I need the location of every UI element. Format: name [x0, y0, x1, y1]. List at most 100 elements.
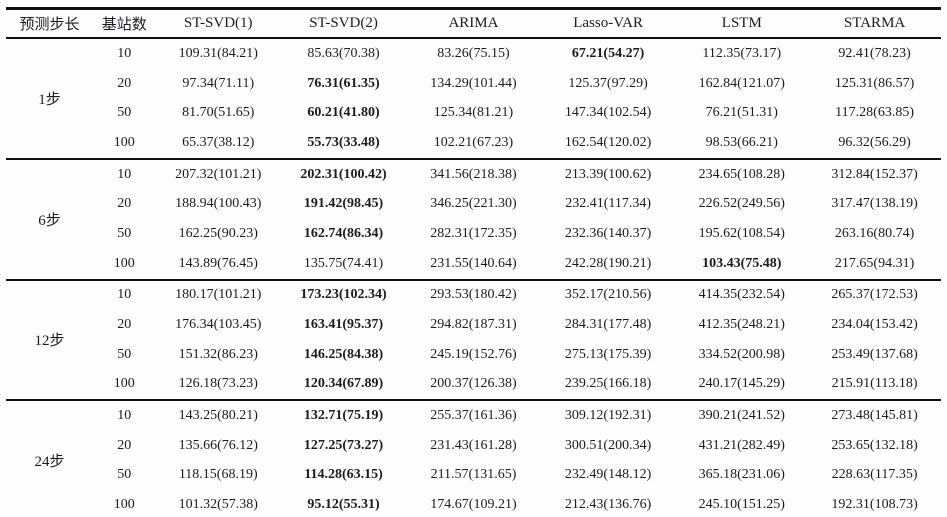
value-cell: 282.31(172.35)	[430, 225, 517, 241]
value-cell: 245.19(152.76)	[430, 346, 517, 362]
value-cell: 101.32(57.38)	[178, 497, 258, 513]
value-cell: 126.18(73.23)	[178, 376, 258, 392]
table-row: 50 151.32(86.23) 146.25(84.38) 245.19(152.7…	[6, 340, 941, 370]
value-cell: 255.37(161.36)	[406, 399, 541, 431]
value-cell: 102.21(67.23)	[433, 134, 514, 150]
value-cell: 239.25(166.18)	[564, 376, 652, 392]
value-cell: 192.31(108.73)	[831, 497, 918, 513]
value-cell: 65.37(38.12)	[182, 134, 255, 150]
value-cell: 76.21(51.31)	[705, 105, 778, 121]
stations-count: 10	[92, 399, 156, 431]
value-cell: 191.42(98.45)	[303, 196, 384, 212]
stations-count: 100	[113, 134, 135, 150]
table-row: 6步 10 207.32(101.21) 202.31(100.42) 341.56(2…	[6, 157, 941, 280]
value-cell: 180.17(101.21)	[155, 278, 281, 311]
value-cell: 195.62(108.54)	[698, 225, 785, 241]
value-cell: 103.43(75.48)	[702, 255, 782, 271]
value-cell: 176.34(103.45)	[175, 317, 262, 333]
table-row: 20 176.34(103.45) 163.41(95.37) 294.82(187.…	[6, 310, 941, 340]
table-row: 50 81.70(51.65) 60.21(41.80) 125.34(81.21) 1…	[6, 98, 941, 128]
column-header-arima: ARIMA	[406, 8, 541, 39]
table-row: 50 162.25(90.23) 162.74(86.34) 282.31(172.3…	[6, 219, 941, 249]
column-header-step: 预测步长	[6, 8, 93, 39]
value-cell: 81.70(51.65)	[182, 105, 255, 121]
stations-count: 50	[117, 346, 132, 362]
value-cell: 284.31(177.48)	[564, 317, 652, 333]
value-cell: 114.28(63.15)	[304, 467, 383, 483]
column-header-lasso-var: Lasso-VAR	[540, 8, 676, 39]
value-cell: 265.37(172.53)	[808, 278, 941, 311]
value-cell: 226.52(249.56)	[698, 196, 785, 212]
value-cell: 143.25(80.21)	[155, 399, 281, 431]
value-cell: 317.47(138.19)	[831, 196, 918, 212]
value-cell: 312.84(152.37)	[808, 157, 941, 190]
value-cell: 118.15(68.19)	[178, 467, 258, 483]
table-row: 1步 10 109.31(84.21) 85.63(70.38) 83.26(75.15…	[6, 37, 941, 159]
value-cell: 76.31(61.35)	[307, 75, 380, 91]
value-cell: 109.31(84.21)	[155, 37, 281, 69]
value-cell: 202.31(100.42)	[280, 157, 407, 190]
value-cell: 173.23(102.34)	[280, 278, 407, 311]
value-cell: 215.91(113.18)	[831, 376, 918, 392]
value-cell: 125.31(86.57)	[834, 75, 915, 91]
value-cell: 147.34(102.54)	[564, 105, 652, 121]
value-cell: 60.21(41.80)	[307, 105, 380, 121]
column-header-st-svd-2: ST-SVD(2)	[280, 8, 407, 39]
value-cell: 143.89(76.45)	[178, 255, 258, 271]
table-header: 预测步长 基站数 ST-SVD(1) ST-SVD(2) ARIMA Lasso…	[6, 8, 941, 39]
value-cell: 253.49(137.68)	[831, 346, 918, 362]
table-row: 100 126.18(73.23) 120.34(67.89) 200.37(126.…	[6, 370, 941, 401]
step-label: 24步	[6, 399, 93, 517]
value-cell: 352.17(210.56)	[540, 278, 676, 311]
value-cell: 231.43(161.28)	[430, 437, 517, 453]
table-row: 100 143.89(76.45) 135.75(74.41) 231.55(140.…	[6, 249, 941, 280]
value-cell: 309.12(192.31)	[540, 399, 676, 431]
value-cell: 135.66(76.12)	[178, 437, 258, 453]
column-header-st-svd-1: ST-SVD(1)	[155, 8, 281, 39]
value-cell: 300.51(200.34)	[564, 437, 652, 453]
value-cell: 132.71(75.19)	[280, 399, 407, 431]
value-cell: 112.35(73.17)	[675, 37, 809, 69]
value-cell: 134.29(101.44)	[430, 75, 517, 91]
value-cell: 92.41(78.23)	[808, 37, 941, 69]
value-cell: 120.34(67.89)	[303, 376, 384, 392]
value-cell: 213.39(100.62)	[540, 157, 676, 190]
value-cell: 232.41(117.34)	[565, 196, 651, 212]
value-cell: 293.53(180.42)	[406, 278, 541, 311]
value-cell: 162.25(90.23)	[178, 225, 258, 241]
step-label: 1步	[6, 37, 93, 159]
value-cell: 346.25(221.30)	[430, 196, 517, 212]
value-cell: 55.73(33.48)	[307, 134, 380, 150]
value-cell: 97.34(71.11)	[182, 75, 255, 91]
forecast-error-table: 预测步长 基站数 ST-SVD(1) ST-SVD(2) ARIMA Lasso…	[6, 7, 941, 517]
value-cell: 431.21(282.49)	[698, 437, 785, 453]
value-cell: 240.17(145.29)	[698, 376, 785, 392]
table-row: 12步 10 180.17(101.21) 173.23(102.34) 293.53(…	[6, 278, 941, 401]
stations-count: 50	[117, 467, 132, 483]
value-cell: 412.35(248.21)	[698, 317, 785, 333]
stations-count: 10	[92, 278, 156, 311]
table-row: 100 101.32(57.38) 95.12(55.31) 174.67(109.2…	[6, 490, 941, 517]
value-cell: 341.56(218.38)	[406, 157, 541, 190]
table-row: 100 65.37(38.12) 55.73(33.48) 102.21(67.23)…	[6, 128, 941, 159]
value-cell: 232.36(140.37)	[564, 225, 652, 241]
value-cell: 234.04(153.42)	[831, 317, 918, 333]
value-cell: 163.41(95.37)	[303, 317, 384, 333]
value-cell: 85.63(70.38)	[280, 37, 407, 69]
stations-count: 50	[117, 105, 132, 121]
value-cell: 253.65(132.18)	[831, 437, 918, 453]
value-cell: 117.28(63.85)	[835, 105, 914, 121]
stations-count: 100	[113, 497, 135, 513]
table-row: 50 118.15(68.19) 114.28(63.15) 211.57(131.6…	[6, 461, 941, 491]
value-cell: 207.32(101.21)	[155, 157, 281, 190]
header-row: 预测步长 基站数 ST-SVD(1) ST-SVD(2) ARIMA Lasso…	[6, 8, 941, 39]
value-cell: 390.21(241.52)	[675, 399, 809, 431]
value-cell: 245.10(151.25)	[698, 497, 785, 513]
value-cell: 95.12(55.31)	[307, 497, 380, 513]
value-cell: 228.63(117.35)	[831, 467, 918, 483]
value-cell: 217.65(94.31)	[834, 255, 915, 271]
value-cell: 234.65(108.28)	[675, 157, 809, 190]
value-cell: 174.67(109.21)	[430, 497, 517, 513]
value-cell: 232.49(148.12)	[564, 467, 652, 483]
